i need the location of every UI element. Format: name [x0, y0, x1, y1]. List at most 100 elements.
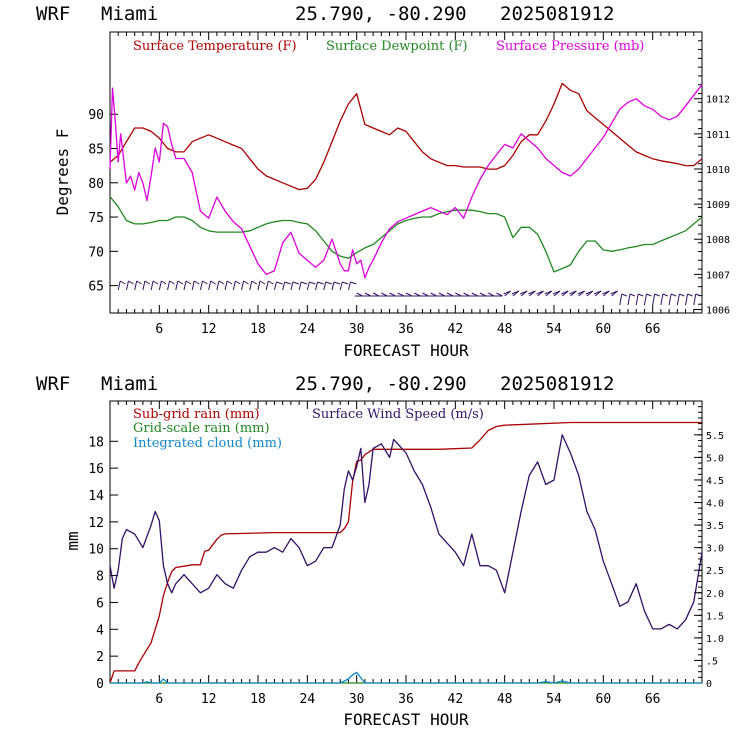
wind-barb-flag — [662, 293, 669, 297]
wind-barb — [199, 280, 203, 291]
y-tick-label-right: 1.0 — [706, 634, 724, 645]
wind-barb — [257, 280, 261, 291]
panel2-header-coords: 25.790, -80.290 — [295, 373, 467, 395]
x-tick-label: 36 — [398, 322, 414, 337]
panel2-header-location: Miami — [101, 373, 158, 395]
wind-barb-flag — [251, 280, 258, 285]
y-tick-label-right: 3.0 — [706, 544, 724, 555]
legend-subgrid-rain: Sub-grid rain (mm) — [133, 407, 260, 422]
x-tick-label: 24 — [300, 322, 316, 337]
wind-barb-flag — [670, 293, 677, 297]
wind-barb — [175, 280, 179, 291]
wind-barb-flag — [552, 290, 561, 295]
surface-wind-speed-m-s-line — [109, 434, 703, 630]
wind-barb — [208, 280, 212, 291]
temperature-panel: WRF Miami 25.790, -80.290 2025081912 Sur… — [36, 3, 730, 360]
wind-barb-flag — [654, 293, 660, 297]
wind-barb — [134, 280, 138, 291]
x-tick-label: 48 — [497, 322, 513, 337]
y-tick-label-right: 0 — [706, 679, 712, 690]
wind-barb-flag — [536, 290, 544, 295]
wind-barb — [216, 280, 220, 291]
wind-barb-flag — [602, 290, 610, 295]
x-tick-label: 30 — [349, 322, 365, 337]
x-tick-label: 24 — [300, 692, 316, 707]
wind-barb-flag — [226, 280, 233, 285]
y-tick-label-right: 1.5 — [706, 611, 724, 622]
legend-pressure: Surface Pressure (mb) — [496, 39, 644, 54]
wind-barb — [315, 281, 319, 291]
x-tick-label: 60 — [596, 692, 612, 707]
y-tick-label-right: 1012 — [706, 95, 730, 106]
panel1-header-coords: 25.790, -80.290 — [295, 3, 467, 25]
x-tick-label: 54 — [546, 692, 562, 707]
y-tick-label-left: 75 — [88, 211, 104, 226]
x-tick-label: 42 — [448, 322, 464, 337]
legend-integrated-cloud: Integrated cloud (mm) — [133, 436, 282, 451]
y-tick-label-left: 16 — [88, 462, 104, 477]
wind-barb-flag — [300, 281, 308, 285]
wind-barb — [265, 280, 269, 291]
wind-barb-flag — [687, 293, 693, 297]
wind-barb-flag — [185, 280, 192, 285]
wind-barb-flag — [325, 281, 332, 285]
wind-barb — [619, 293, 623, 306]
wind-barb-flag — [629, 293, 636, 297]
x-tick-label: 54 — [546, 322, 562, 337]
wind-barb-flag — [210, 280, 216, 285]
wind-barb — [643, 293, 647, 306]
wind-barbs — [117, 280, 701, 306]
wind-barb — [183, 280, 187, 291]
wind-barb — [191, 280, 195, 291]
wind-barb-flag — [593, 290, 602, 295]
wind-barb — [627, 293, 631, 306]
wind-barb-flag — [128, 280, 134, 285]
wind-barb-flag — [119, 280, 126, 285]
panel1-xlabel: FORECAST HOUR — [343, 341, 469, 360]
wind-barb-flag — [218, 280, 225, 285]
y-tick-label-left: 85 — [88, 143, 104, 158]
wind-barb-flag — [317, 281, 324, 285]
wind-barb-flag — [679, 293, 685, 297]
wind-barb-flag — [695, 293, 701, 297]
y-tick-label-right: 1009 — [706, 200, 730, 211]
wind-barb — [142, 280, 146, 291]
y-tick-label-left: 90 — [88, 108, 104, 123]
x-tick-label: 18 — [250, 322, 266, 337]
y-tick-label-right: 2.0 — [706, 589, 724, 600]
wind-barb — [660, 293, 664, 306]
surface-dewpoint-f-line — [109, 196, 703, 273]
panel1-header-init: 2025081912 — [500, 3, 614, 25]
wind-barb-flag — [161, 280, 167, 285]
wind-barb-flag — [259, 280, 266, 285]
y-tick-label-right: 1011 — [706, 130, 730, 141]
wind-barb-flag — [276, 281, 283, 285]
y-tick-label-left: 10 — [88, 543, 104, 558]
wind-barb — [249, 280, 253, 291]
surface-pressure-mb-line — [109, 84, 703, 279]
x-tick-label: 30 — [349, 692, 365, 707]
wind-barb-flag — [585, 290, 594, 295]
wind-barb — [693, 293, 697, 306]
panel1-plot-frame — [109, 31, 703, 314]
y-tick-label-left: 80 — [88, 177, 104, 192]
wind-barb — [347, 281, 351, 291]
wind-barb — [668, 293, 672, 306]
wind-barb-flag — [577, 290, 585, 295]
integrated-cloud-mm-line — [110, 671, 702, 684]
y-tick-label-left: 2 — [96, 650, 104, 665]
wind-barb-flag — [342, 281, 349, 285]
wind-barb-flag — [528, 290, 536, 295]
y-tick-label-right: 4.5 — [706, 476, 724, 487]
panel2-xlabel: FORECAST HOUR — [343, 710, 469, 729]
y-tick-label-left: 12 — [88, 516, 104, 531]
wind-barb-flag — [503, 290, 511, 295]
wind-barb-flag — [646, 293, 652, 297]
wind-barb-flag — [169, 280, 175, 285]
wind-barb-flag — [136, 280, 142, 285]
y-tick-label-left: 6 — [96, 596, 104, 611]
wind-barb — [273, 281, 277, 291]
wind-barb-flag — [284, 281, 291, 285]
wind-barb — [306, 281, 310, 291]
